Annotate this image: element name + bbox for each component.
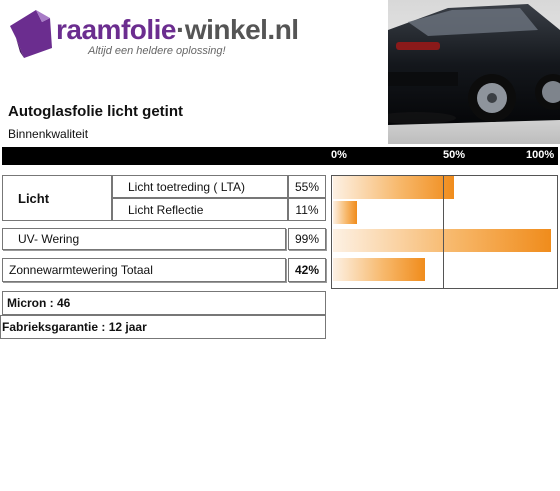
product-subtitle: Binnenkwaliteit bbox=[8, 127, 89, 141]
spec-label-zonnewarmte: Zonnewarmtewering Totaal bbox=[2, 258, 286, 282]
bar-uv bbox=[333, 229, 551, 252]
car-photo bbox=[388, 0, 560, 144]
spec-value-zonnewarmte: 42% bbox=[288, 258, 326, 282]
spec-value-uv: 99% bbox=[288, 228, 326, 250]
spec-value-reflectie: 11% bbox=[288, 198, 326, 221]
spec-label-reflectie: Licht Reflectie bbox=[112, 198, 288, 221]
brand-tagline: Altijd een heldere oplossing! bbox=[88, 45, 226, 57]
tick-label-100: 100% bbox=[526, 149, 555, 161]
brand-name-part1: raamfolie bbox=[56, 14, 177, 45]
spec-label-lta: Licht toetreding ( LTA) bbox=[112, 175, 288, 198]
bar-reflectie bbox=[333, 201, 358, 224]
spec-value-lta: 55% bbox=[288, 175, 326, 198]
scale-header-bar bbox=[2, 147, 558, 165]
bar-lta bbox=[333, 176, 454, 199]
chart-reference-line bbox=[443, 175, 444, 289]
brand-name: raamfolie·winkel.nl bbox=[56, 14, 299, 46]
chart-frame bbox=[331, 175, 558, 289]
micron-info: Micron : 46 bbox=[2, 291, 326, 315]
purple-window-film-icon bbox=[10, 10, 52, 58]
spec-label-uv: UV- Wering bbox=[2, 228, 286, 250]
product-title: Autoglasfolie licht getint bbox=[8, 103, 183, 120]
licht-group-label: Licht bbox=[2, 175, 112, 221]
brand-separator: · bbox=[176, 14, 185, 45]
warranty-info: Fabrieksgarantie : 12 jaar bbox=[0, 315, 326, 339]
tick-label-0: 0% bbox=[331, 149, 347, 161]
tick-label-50: 50% bbox=[443, 149, 466, 161]
bar-zonnewarmte bbox=[333, 258, 426, 281]
brand-name-part2: winkel.nl bbox=[184, 14, 299, 45]
